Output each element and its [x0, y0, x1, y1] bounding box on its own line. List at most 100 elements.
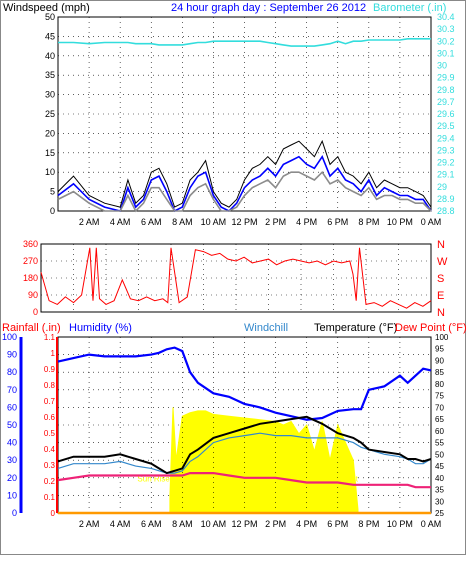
- temperature-y-tick-label: 95: [435, 345, 444, 354]
- temp-x-tick-label: 2 PM: [265, 519, 286, 529]
- wind-x-tick-label: 6 PM: [327, 217, 348, 227]
- direction-y-tick-label: 180: [23, 273, 38, 283]
- sunset-annotation: Sun Set: [329, 474, 358, 483]
- temperature-y-tick-label: 50: [435, 450, 444, 459]
- humidity-y-tick-label: 0: [12, 508, 17, 518]
- wind-direction-chart: 0 N 90 E 180 S 270 W 360 N: [23, 239, 448, 319]
- wind-gust-line: [57, 139, 432, 208]
- direction-compass-label: E: [437, 290, 444, 302]
- rainfall-y-tick-label: 0.8: [44, 381, 56, 390]
- humidity-y-tick-label: 60: [7, 402, 17, 412]
- barometer-y-tick-label: 29.5: [437, 121, 455, 131]
- barometer-axis-label: Barometer (.in): [373, 2, 446, 14]
- humidity-y-tick-label: 100: [2, 332, 17, 342]
- rainfall-y-tick-label: 0.1: [44, 493, 56, 502]
- legend-rainfall: Rainfall (.in): [2, 322, 61, 334]
- windspeed-y-tick-label: 5: [50, 187, 55, 197]
- humidity-y-tick-label: 30: [7, 455, 17, 465]
- temperature-y-tick-label: 75: [435, 392, 444, 401]
- temperature-y-tick-label: 80: [435, 380, 444, 389]
- temperature-humidity-chart: 0 10 20 30 40 50 60 70 80 90 100 0 0.1 0.2 0.3 0.4 0.5 0.…: [2, 332, 449, 529]
- temp-x-tick-label: 8 PM: [358, 519, 379, 529]
- direction-y-tick-label: 90: [28, 290, 38, 300]
- temperature-y-tick-label: 35: [435, 486, 444, 495]
- windspeed-y-tick-label: 50: [45, 12, 55, 22]
- direction-compass-label: W: [437, 256, 448, 268]
- rainfall-y-tick-label: 0.3: [44, 461, 56, 470]
- temperature-y-tick-label: 30: [435, 497, 444, 506]
- humidity-y-tick-label: 50: [7, 420, 17, 430]
- rainfall-y-tick-label: 0.5: [44, 429, 56, 438]
- direction-compass-label: N: [437, 239, 445, 251]
- wind-x-tick-label: 12 PM: [231, 217, 257, 227]
- temperature-y-tick-label: 90: [435, 356, 444, 365]
- temp-x-tick-label: 2 AM: [79, 519, 100, 529]
- rainfall-y-tick-label: 0.4: [44, 445, 56, 454]
- chart-title: 24 hour graph day : September 26 2012: [171, 2, 366, 14]
- humidity-line: [57, 346, 432, 421]
- wind-x-tick-label: 2 AM: [79, 217, 100, 227]
- wind-x-tick-label: 10 AM: [201, 217, 227, 227]
- temp-x-tick-label: 6 PM: [327, 519, 348, 529]
- wind-x-tick-label: 2 PM: [265, 217, 286, 227]
- temp-x-tick-label: 12 PM: [231, 519, 257, 529]
- barometer-y-tick-label: 29.7: [437, 97, 455, 107]
- temp-x-tick-label: 0 AM: [421, 519, 442, 529]
- temperature-line: [57, 415, 432, 475]
- windspeed-y-tick-label: 45: [45, 31, 55, 41]
- wind-x-tick-label: 10 PM: [387, 217, 413, 227]
- wind-direction-line: [40, 247, 432, 309]
- dew-point-line: [57, 472, 431, 489]
- legend-humidity: Humidity (%): [69, 322, 132, 334]
- legend-temperature: Temperature (°F): [314, 322, 397, 334]
- temp-x-tick-label: 4 PM: [296, 519, 317, 529]
- windspeed-y-tick-label: 40: [45, 51, 55, 61]
- temperature-y-tick-label: 45: [435, 462, 444, 471]
- barometer-y-tick-label: 29.8: [437, 85, 455, 95]
- temperature-y-tick-label: 100: [435, 333, 449, 342]
- temperature-y-tick-label: 55: [435, 439, 444, 448]
- temp-x-tick-label: 10 AM: [201, 519, 227, 529]
- temperature-y-tick-label: 25: [435, 509, 444, 518]
- wind-x-tick-label: 6 AM: [141, 217, 162, 227]
- wind-x-tick-label: 4 AM: [110, 217, 131, 227]
- temperature-y-tick-label: 65: [435, 415, 444, 424]
- temp-x-tick-label: 8 AM: [172, 519, 193, 529]
- rainfall-y-tick-label: 0: [51, 509, 56, 518]
- rainfall-y-tick-label: 0.9: [44, 365, 56, 374]
- windspeed-barometer-chart: 0 5 10 15 20 25 30 35 40 45 50 28.8 28.9 29 29.1 29.2 29…: [45, 12, 455, 227]
- humidity-y-tick-label: 70: [7, 385, 17, 395]
- windspeed-y-tick-label: 0: [50, 206, 55, 216]
- windspeed-y-tick-label: 20: [45, 128, 55, 138]
- rainfall-y-tick-label: 1: [51, 349, 56, 358]
- barometer-y-tick-label: 29.4: [437, 133, 455, 143]
- windchill-line: [57, 432, 432, 474]
- barometer-y-tick-label: 29.1: [437, 170, 455, 180]
- barometer-y-tick-label: 30.4: [437, 12, 455, 22]
- rainfall-y-tick-label: 1.1: [44, 333, 56, 342]
- barometer-y-tick-label: 29.2: [437, 158, 455, 168]
- humidity-y-tick-label: 40: [7, 438, 17, 448]
- windspeed-axis-label: Windspeed (mph): [3, 2, 90, 14]
- direction-compass-label: N: [437, 307, 445, 319]
- humidity-y-tick-label: 10: [7, 490, 17, 500]
- temp-x-tick-label: 10 PM: [387, 519, 413, 529]
- wind-x-tick-label: 8 PM: [358, 217, 379, 227]
- barometer-y-tick-label: 28.8: [437, 206, 455, 216]
- windspeed-y-tick-label: 30: [45, 90, 55, 100]
- barometer-y-tick-label: 29.6: [437, 109, 455, 119]
- windspeed-y-tick-label: 25: [45, 109, 55, 119]
- humidity-y-tick-label: 20: [7, 473, 17, 483]
- wind-speed-line: [57, 155, 432, 213]
- barometer-y-tick-label: 30.3: [437, 24, 455, 34]
- barometer-y-tick-label: 29.9: [437, 73, 455, 83]
- temp-x-tick-label: 6 AM: [141, 519, 162, 529]
- windspeed-y-tick-label: 15: [45, 148, 55, 158]
- temperature-y-tick-label: 40: [435, 474, 444, 483]
- wind-x-tick-label: 0 AM: [421, 217, 442, 227]
- barometer-y-tick-label: 30: [437, 61, 447, 71]
- temp-x-tick-label: 4 AM: [110, 519, 131, 529]
- direction-y-tick-label: 360: [23, 239, 38, 249]
